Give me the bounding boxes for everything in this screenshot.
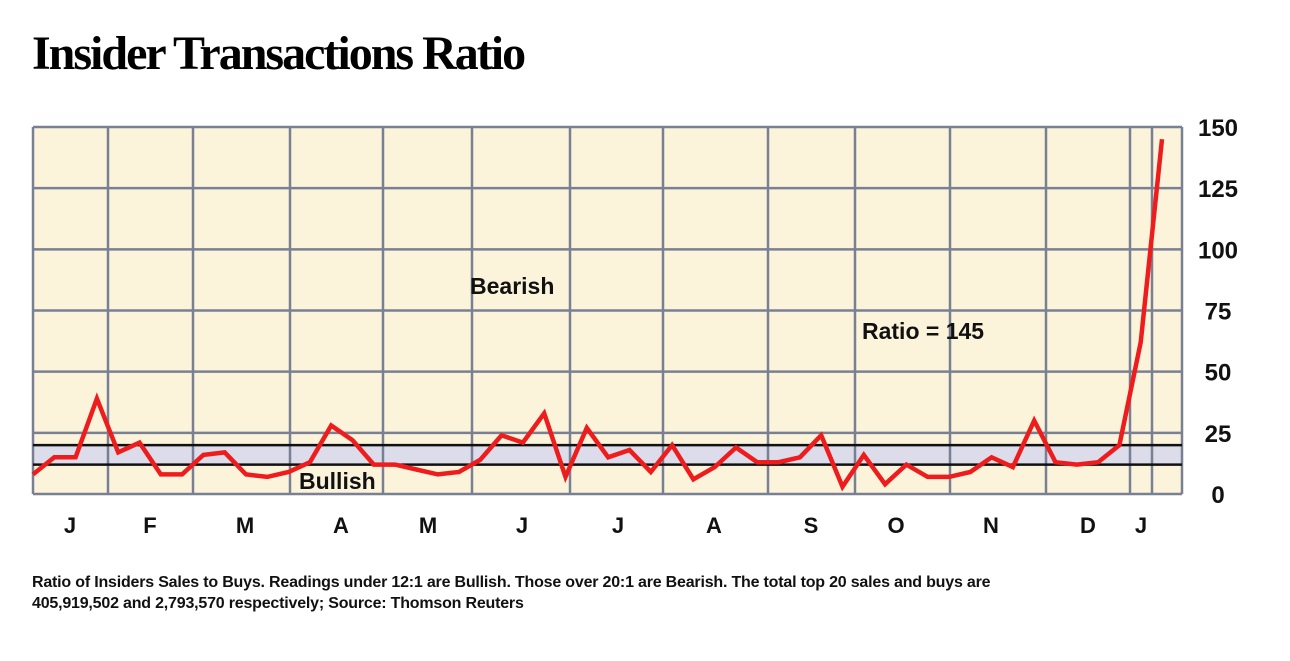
y-tick-label-125: 125 bbox=[1198, 176, 1238, 203]
x-month-label-6: J bbox=[612, 513, 624, 538]
x-month-label-9: O bbox=[887, 513, 904, 538]
footnote-line-2: 405,919,502 and 2,793,570 respectively; … bbox=[32, 595, 524, 612]
chart-footnote: Ratio of Insiders Sales to Buys. Reading… bbox=[32, 572, 1212, 614]
y-tick-label-50: 50 bbox=[1205, 360, 1232, 387]
x-month-label-12: J bbox=[1135, 513, 1147, 538]
y-tick-label-75: 75 bbox=[1205, 299, 1232, 326]
x-month-label-11: D bbox=[1080, 513, 1096, 538]
bullish-label: Bullish bbox=[299, 468, 376, 494]
bearish-label: Bearish bbox=[470, 273, 554, 299]
y-tick-label-0: 0 bbox=[1211, 482, 1224, 509]
x-month-label-5: J bbox=[516, 513, 528, 538]
x-month-label-10: N bbox=[983, 513, 999, 538]
footnote-line-1: Ratio of Insiders Sales to Buys. Reading… bbox=[32, 574, 991, 591]
x-month-label-4: M bbox=[419, 513, 437, 538]
y-tick-label-100: 100 bbox=[1198, 237, 1238, 264]
x-month-label-3: A bbox=[333, 513, 349, 538]
y-axis-labels: 0 25 50 75 100 125 150 bbox=[1198, 115, 1238, 509]
chart-title: Insider Transactions Ratio bbox=[32, 27, 526, 80]
x-month-label-8: S bbox=[804, 513, 819, 538]
x-month-label-7: A bbox=[706, 513, 722, 538]
ratio-series-line bbox=[31, 138, 1165, 492]
x-month-label-0: J bbox=[64, 513, 76, 538]
y-tick-label-25: 25 bbox=[1205, 421, 1232, 448]
y-tick-label-150: 150 bbox=[1198, 115, 1238, 142]
x-month-label-2: M bbox=[236, 513, 254, 538]
ratio-annotation: Ratio = 145 bbox=[862, 318, 984, 344]
x-month-label-1: F bbox=[143, 513, 156, 538]
horizontal-gridlines bbox=[33, 125, 1182, 496]
